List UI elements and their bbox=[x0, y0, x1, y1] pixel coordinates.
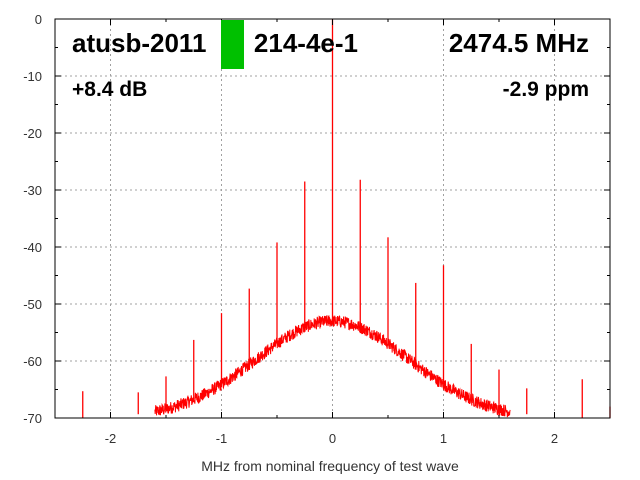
x-tick-label: -1 bbox=[216, 431, 228, 446]
y-tick-label: -20 bbox=[23, 126, 42, 141]
x-tick-label: -2 bbox=[105, 431, 117, 446]
device-name: atusb-2011 bbox=[72, 28, 206, 58]
noise-hump bbox=[154, 315, 511, 418]
y-tick-label: 0 bbox=[35, 12, 42, 27]
y-tick-label: -30 bbox=[23, 183, 42, 198]
y-axis-ticks: 0 -10 -20 -30 -40 -50 -60 -70 bbox=[23, 12, 610, 426]
y-tick-label: -70 bbox=[23, 411, 42, 426]
device-name-tail: 214-4e-1 bbox=[254, 28, 358, 58]
y-tick-label: -60 bbox=[23, 354, 42, 369]
offset-label: -2.9 ppm bbox=[503, 78, 589, 101]
y-tick-label: -50 bbox=[23, 297, 42, 312]
noise-trace bbox=[154, 315, 511, 418]
y-tick-label: -10 bbox=[23, 69, 42, 84]
x-tick-label: 2 bbox=[551, 431, 558, 446]
x-tick-label: 1 bbox=[440, 431, 447, 446]
x-tick-label: 0 bbox=[329, 431, 336, 446]
frequency-label: 2474.5 MHz bbox=[449, 28, 589, 58]
spurs bbox=[82, 19, 611, 418]
x-axis-label: MHz from nominal frequency of test wave bbox=[201, 458, 459, 474]
y-tick-label: -40 bbox=[23, 240, 42, 255]
green-marker bbox=[221, 20, 244, 69]
level-label: +8.4 dB bbox=[72, 78, 147, 101]
